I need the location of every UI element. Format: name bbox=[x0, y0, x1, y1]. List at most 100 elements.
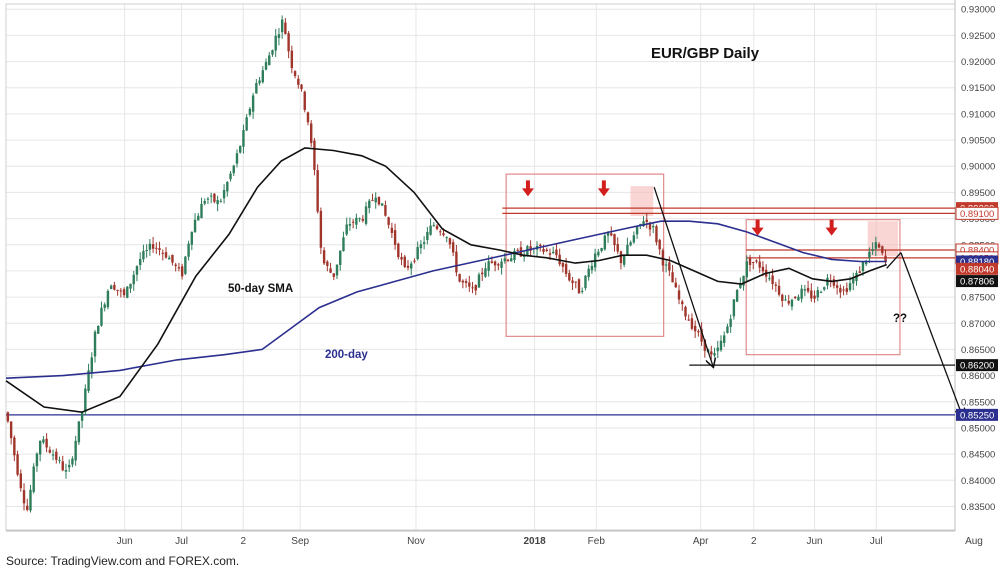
candle-body bbox=[142, 251, 145, 260]
candle-body bbox=[135, 266, 139, 275]
candle-body bbox=[390, 227, 394, 233]
candle-body bbox=[500, 261, 503, 268]
candle-body bbox=[861, 261, 865, 272]
y-tick-label: 0.90500 bbox=[961, 136, 995, 147]
candle-body bbox=[255, 83, 258, 94]
candle-body bbox=[542, 248, 545, 252]
candle-body bbox=[335, 264, 339, 276]
candle-body bbox=[732, 299, 736, 317]
candle-body bbox=[145, 249, 148, 252]
candle-body bbox=[848, 283, 852, 291]
y-tick-label: 0.85500 bbox=[961, 397, 995, 408]
eurgbp-daily-chart[interactable]: 0.93000 0.92500 0.92000 0.91500 0.91000 0.905… bbox=[0, 0, 1000, 552]
candle-body bbox=[600, 247, 603, 252]
candle-body bbox=[309, 123, 313, 144]
y-tick-label: 0.87000 bbox=[961, 319, 995, 330]
candle-body bbox=[455, 251, 458, 273]
candle-body bbox=[274, 35, 277, 51]
candle-body bbox=[261, 70, 264, 83]
candle-body bbox=[358, 218, 361, 220]
candle-body bbox=[297, 78, 300, 85]
candle-body bbox=[506, 259, 510, 261]
candle-body bbox=[690, 318, 694, 329]
question-label: ?? bbox=[893, 313, 907, 325]
candle-body bbox=[458, 273, 461, 282]
candle-body bbox=[516, 249, 519, 251]
candle-body bbox=[371, 199, 374, 201]
candle-body bbox=[577, 279, 581, 294]
candle-body bbox=[742, 275, 745, 286]
candle-body bbox=[171, 254, 174, 263]
candle-body bbox=[839, 287, 842, 293]
candle-body bbox=[648, 222, 652, 230]
candle-body bbox=[84, 388, 87, 412]
candle-body bbox=[632, 235, 636, 243]
y-tick-label: 0.91000 bbox=[961, 109, 995, 120]
candle-body bbox=[803, 289, 807, 291]
candle-body bbox=[790, 299, 794, 307]
x-tick-label: Feb bbox=[588, 536, 606, 547]
candle-body bbox=[748, 258, 752, 265]
candle-body bbox=[100, 307, 103, 326]
x-tick-label: Apr bbox=[693, 536, 709, 547]
candle-body bbox=[674, 282, 678, 288]
candle-body bbox=[864, 260, 868, 265]
candle-body bbox=[113, 284, 116, 290]
candle-body bbox=[164, 252, 168, 258]
candle-body bbox=[387, 217, 390, 225]
candle-body bbox=[571, 280, 574, 284]
price-badge-label: 0.85250 bbox=[960, 410, 994, 421]
candle-body bbox=[216, 200, 219, 205]
down-arrow-icon bbox=[825, 219, 838, 236]
candle-body bbox=[109, 285, 113, 290]
candle-body bbox=[393, 230, 397, 245]
candle-body bbox=[781, 294, 784, 301]
candle-body bbox=[813, 295, 816, 299]
y-tick-label: 0.84500 bbox=[961, 450, 995, 461]
candle-body bbox=[239, 145, 242, 153]
candle-body bbox=[700, 329, 703, 342]
candle-body bbox=[610, 233, 613, 236]
sma200-label: 200-day bbox=[325, 349, 368, 361]
candle-body bbox=[564, 264, 568, 274]
candle-body bbox=[677, 290, 681, 300]
candle-body bbox=[406, 265, 410, 268]
candle-body bbox=[481, 272, 484, 275]
candle-body bbox=[716, 347, 719, 352]
candle-body bbox=[48, 449, 52, 453]
candle-body bbox=[361, 218, 365, 221]
candle-body bbox=[842, 289, 845, 291]
candle-body bbox=[719, 340, 723, 351]
trend-arrow bbox=[900, 252, 963, 417]
candle-body bbox=[384, 205, 387, 216]
candle-body bbox=[755, 260, 758, 262]
chart-background bbox=[0, 0, 1000, 552]
candle-body bbox=[339, 250, 342, 265]
candle-body bbox=[645, 219, 648, 223]
candle-body bbox=[726, 326, 729, 333]
candle-body bbox=[771, 275, 774, 285]
candle-body bbox=[658, 239, 661, 250]
candle-body bbox=[574, 281, 577, 283]
candle-body bbox=[71, 458, 74, 465]
candle-body bbox=[6, 412, 10, 422]
candle-body bbox=[138, 259, 142, 266]
candle-body bbox=[510, 258, 513, 262]
candle-body bbox=[287, 33, 290, 52]
candle-body bbox=[251, 95, 255, 112]
candle-body bbox=[329, 268, 332, 273]
candle-body bbox=[655, 226, 658, 243]
candle-body bbox=[451, 242, 455, 253]
candle-body bbox=[61, 461, 64, 471]
candle-body bbox=[174, 264, 177, 267]
candle-body bbox=[561, 262, 565, 267]
candle-body bbox=[493, 261, 497, 266]
candle-body bbox=[871, 249, 874, 251]
candle-body bbox=[806, 287, 810, 292]
candle-body bbox=[209, 195, 213, 197]
price-badge bbox=[956, 255, 998, 268]
candle-body bbox=[858, 271, 861, 273]
candle-body bbox=[693, 325, 697, 332]
candle-body bbox=[29, 489, 32, 511]
